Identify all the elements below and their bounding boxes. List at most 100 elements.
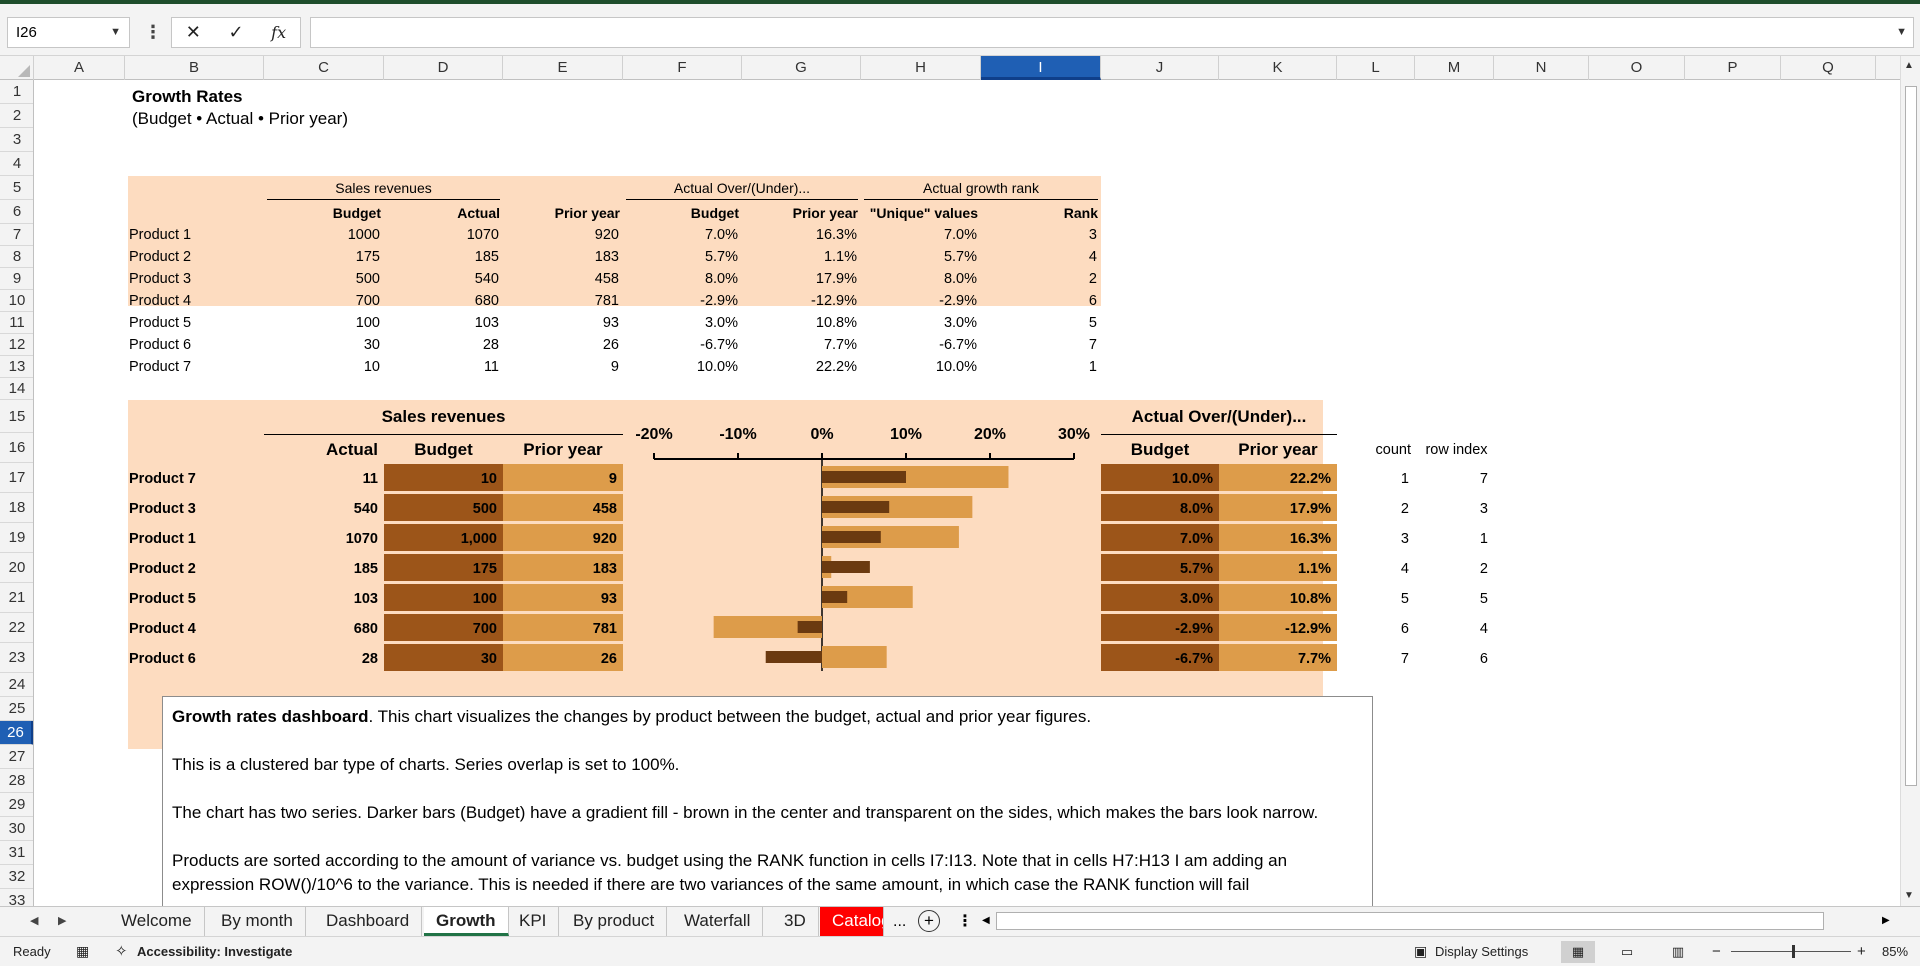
tab-growth[interactable]: Growth xyxy=(424,907,509,936)
hscroll-left-icon[interactable]: ◀ xyxy=(982,915,990,926)
row-header[interactable]: 7 xyxy=(0,224,33,246)
row-header[interactable]: 15 xyxy=(0,400,33,433)
insert-function-icon[interactable]: fx xyxy=(271,23,287,42)
column-header[interactable]: H xyxy=(861,56,981,80)
cell-fill xyxy=(503,584,623,611)
row-header[interactable]: 18 xyxy=(0,493,33,523)
display-settings-icon[interactable]: ▣ xyxy=(1414,943,1428,959)
scroll-thumb[interactable] xyxy=(1905,86,1917,786)
column-header[interactable]: F xyxy=(623,56,742,80)
page-break-icon[interactable]: ▥ xyxy=(1671,944,1685,959)
hscroll-right-icon[interactable]: ▶ xyxy=(1882,915,1890,926)
row-header[interactable]: 6 xyxy=(0,200,33,224)
row-header[interactable]: 24 xyxy=(0,673,33,697)
column-header[interactable]: D xyxy=(384,56,503,80)
tab-waterfall[interactable]: Waterfall xyxy=(672,907,764,936)
horizontal-scrollbar[interactable] xyxy=(996,912,1824,930)
column-header[interactable]: J xyxy=(1101,56,1219,80)
row-header[interactable]: 2 xyxy=(0,104,33,128)
formula-input[interactable]: ▼ xyxy=(310,17,1914,48)
column-header[interactable]: B xyxy=(125,56,264,80)
column-header[interactable]: C xyxy=(264,56,384,80)
column-header[interactable]: M xyxy=(1415,56,1494,80)
scroll-up-icon[interactable]: ▲ xyxy=(1904,60,1914,71)
normal-view-icon[interactable]: ▦ xyxy=(1561,941,1595,963)
column-header[interactable]: K xyxy=(1219,56,1337,80)
column-header[interactable]: O xyxy=(1589,56,1685,80)
tab-catalog[interactable]: Catalog xyxy=(820,907,884,936)
tab-welcome[interactable]: Welcome xyxy=(109,907,205,936)
value-cell: 5.7% xyxy=(1179,561,1213,577)
row-header[interactable]: 27 xyxy=(0,745,33,769)
tab-3d[interactable]: 3D xyxy=(772,907,819,936)
description-textbox[interactable]: Growth rates dashboard. This chart visua… xyxy=(162,696,1373,906)
row-header[interactable]: 29 xyxy=(0,793,33,817)
row-header[interactable]: 20 xyxy=(0,553,33,583)
name-box[interactable]: I26 ▼ xyxy=(7,17,130,48)
column-header[interactable]: E xyxy=(503,56,623,80)
new-sheet-icon[interactable]: + xyxy=(918,910,940,932)
row-header[interactable]: 22 xyxy=(0,613,33,643)
page-layout-icon[interactable]: ▭ xyxy=(1620,944,1634,959)
row-header[interactable]: 33 xyxy=(0,889,33,906)
zoom-in-icon[interactable]: + xyxy=(1857,943,1866,960)
column-header[interactable]: L xyxy=(1337,56,1415,80)
column-header[interactable]: N xyxy=(1494,56,1589,80)
row-header[interactable]: 3 xyxy=(0,128,33,152)
row-header[interactable]: 14 xyxy=(0,378,33,400)
row-header[interactable]: 21 xyxy=(0,583,33,613)
row-header[interactable]: 8 xyxy=(0,246,33,268)
row-header[interactable]: 23 xyxy=(0,643,33,673)
tab-kpi[interactable]: KPI xyxy=(507,907,560,936)
row-header[interactable]: 25 xyxy=(0,697,33,721)
sheet-tab-bar: ◀ ▶ Welcome By month Dashboard Growth KPI By … xyxy=(0,906,1920,936)
accessibility-icon[interactable]: ✧ xyxy=(115,943,128,960)
row-header[interactable]: 17 xyxy=(0,463,33,493)
tab-scroll-right-icon[interactable]: ▶ xyxy=(58,915,67,927)
row-header[interactable]: 13 xyxy=(0,356,33,378)
row-header[interactable]: 28 xyxy=(0,769,33,793)
enter-icon[interactable]: ✓ xyxy=(228,22,244,42)
zoom-slider[interactable] xyxy=(1731,945,1851,958)
zoom-out-icon[interactable]: − xyxy=(1712,943,1721,960)
select-all-button[interactable] xyxy=(0,56,34,80)
value-cell: 1000 xyxy=(347,227,380,243)
accessibility-status[interactable]: Accessibility: Investigate xyxy=(137,944,293,959)
expand-formula-icon[interactable]: ▼ xyxy=(1896,26,1907,38)
value-cell: 7.7% xyxy=(823,337,857,353)
tab-by-month[interactable]: By month xyxy=(209,907,306,936)
worksheet[interactable]: Growth Rates (Budget • Actual • Prior ye… xyxy=(34,80,1900,906)
zoom-level[interactable]: 85% xyxy=(1882,944,1909,959)
macro-record-icon[interactable]: ▦ xyxy=(76,943,90,959)
column-header[interactable]: G xyxy=(742,56,861,80)
tab-by-product[interactable]: By product xyxy=(561,907,668,936)
cancel-icon[interactable]: ✕ xyxy=(185,22,201,42)
row-header[interactable]: 10 xyxy=(0,290,33,312)
tab-scroll-left-icon[interactable]: ◀ xyxy=(30,915,39,927)
tab-options-icon[interactable]: ⋮ xyxy=(957,913,973,930)
row-header[interactable]: 19 xyxy=(0,523,33,553)
row-header[interactable]: 9 xyxy=(0,268,33,290)
row-header[interactable]: 1 xyxy=(0,80,33,104)
column-header[interactable]: A xyxy=(34,56,125,80)
row-header[interactable]: 11 xyxy=(0,312,33,334)
row-header[interactable]: 16 xyxy=(0,433,33,463)
row-header[interactable]: 4 xyxy=(0,152,33,176)
row-header[interactable]: 12 xyxy=(0,334,33,356)
column-header[interactable]: Q xyxy=(1781,56,1876,80)
more-tabs[interactable]: ... xyxy=(893,913,907,930)
column-header[interactable]: I xyxy=(981,56,1101,80)
row-header[interactable]: 5 xyxy=(0,176,33,200)
column-header[interactable]: P xyxy=(1685,56,1781,80)
vertical-scrollbar[interactable]: ▲ ▼ xyxy=(1900,56,1920,906)
display-settings[interactable]: Display Settings xyxy=(1435,944,1529,959)
row-header[interactable]: 30 xyxy=(0,817,33,841)
tab-dashboard[interactable]: Dashboard xyxy=(314,907,423,936)
scroll-down-icon[interactable]: ▼ xyxy=(1904,890,1914,901)
more-options-icon[interactable]: ⋮ xyxy=(144,22,162,42)
row-header[interactable]: 26 xyxy=(0,721,33,745)
row-header[interactable]: 31 xyxy=(0,841,33,865)
helper-row-index: 7 xyxy=(1479,471,1488,487)
chevron-down-icon[interactable]: ▼ xyxy=(110,26,121,38)
row-header[interactable]: 32 xyxy=(0,865,33,889)
